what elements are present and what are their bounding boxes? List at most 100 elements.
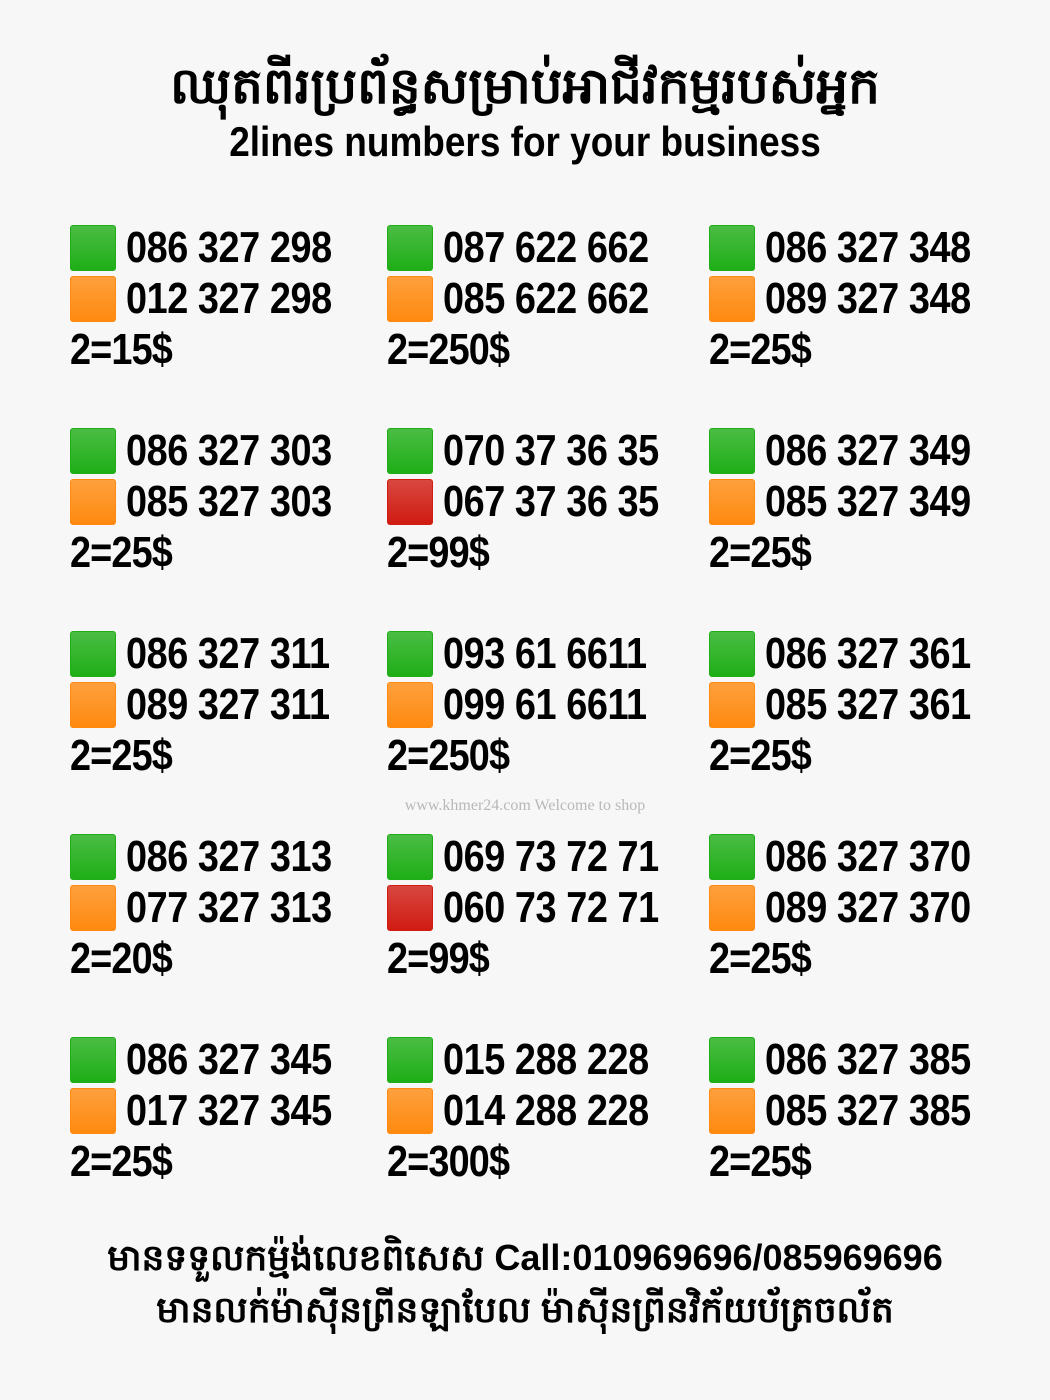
orange-square-icon bbox=[709, 275, 755, 322]
price: 2=25$ bbox=[709, 934, 812, 983]
phone-number: 014 288 228 bbox=[443, 1085, 649, 1135]
number-line: 085 327 361 bbox=[709, 679, 1029, 730]
number-line: 086 327 313 bbox=[70, 831, 390, 882]
green-square-icon bbox=[709, 630, 755, 677]
phone-number: 086 327 349 bbox=[765, 425, 971, 475]
title-khmer: ឈុតពីរប្រព័ន្ធសម្រាប់អាជីវកម្មរបស់អ្នក bbox=[170, 58, 880, 114]
phone-number: 085 327 361 bbox=[765, 679, 971, 729]
green-square-icon bbox=[709, 427, 755, 474]
green-square-icon bbox=[709, 833, 755, 880]
phone-number: 086 327 370 bbox=[765, 831, 971, 881]
phone-number: 085 327 303 bbox=[126, 476, 332, 526]
phone-number: 086 327 303 bbox=[126, 425, 332, 475]
number-line: 086 327 370 bbox=[709, 831, 1029, 882]
watermark: www.khmer24.com Welcome to shop bbox=[404, 797, 646, 814]
phone-number: 089 327 311 bbox=[126, 679, 330, 729]
orange-square-icon bbox=[70, 884, 116, 931]
green-square-icon bbox=[387, 1036, 433, 1083]
price: 2=25$ bbox=[70, 528, 173, 577]
phone-number: 070 37 36 35 bbox=[443, 425, 659, 475]
number-line: 086 327 303 bbox=[70, 425, 390, 476]
number-line: 086 327 348 bbox=[709, 222, 1029, 273]
green-square-icon bbox=[709, 224, 755, 271]
orange-square-icon bbox=[387, 275, 433, 322]
title-english: 2lines numbers for your business bbox=[229, 118, 821, 165]
phone-number: 060 73 72 71 bbox=[443, 882, 659, 932]
price: 2=25$ bbox=[709, 528, 812, 577]
number-line: 089 327 311 bbox=[70, 679, 390, 730]
phone-number: 099 61 6611 bbox=[443, 679, 647, 729]
green-square-icon bbox=[387, 630, 433, 677]
number-line: 099 61 6611 bbox=[387, 679, 707, 730]
footer: មានទទួលកម្ម៉ង់លេខពិសេស Call:010969696/08… bbox=[0, 1232, 1050, 1336]
number-line: 069 73 72 71 bbox=[387, 831, 707, 882]
phone-number: 087 622 662 bbox=[443, 222, 649, 272]
number-pair: 086 327 345 017 327 345 2=25$ bbox=[70, 1034, 390, 1187]
price: 2=300$ bbox=[387, 1137, 510, 1186]
orange-square-icon bbox=[709, 884, 755, 931]
phone-number: 077 327 313 bbox=[126, 882, 332, 932]
price: 2=20$ bbox=[70, 934, 173, 983]
price: 2=250$ bbox=[387, 731, 510, 780]
number-line: 085 622 662 bbox=[387, 273, 707, 324]
footer-line-2: មានលក់ម៉ាស៊ីនព្រីនឡាបែល ម៉ាស៊ីនព្រីនវិក័… bbox=[156, 1289, 894, 1330]
price: 2=25$ bbox=[70, 731, 173, 780]
number-line: 086 327 349 bbox=[709, 425, 1029, 476]
orange-square-icon bbox=[709, 1087, 755, 1134]
number-pair: 070 37 36 35 067 37 36 35 2=99$ bbox=[387, 425, 707, 578]
orange-square-icon bbox=[70, 681, 116, 728]
price: 2=99$ bbox=[387, 934, 490, 983]
number-line: 015 288 228 bbox=[387, 1034, 707, 1085]
phone-number: 085 327 385 bbox=[765, 1085, 971, 1135]
number-line: 089 327 370 bbox=[709, 882, 1029, 933]
price: 2=15$ bbox=[70, 325, 173, 374]
orange-square-icon bbox=[70, 275, 116, 322]
number-line: 067 37 36 35 bbox=[387, 476, 707, 527]
number-pair: 086 327 303 085 327 303 2=25$ bbox=[70, 425, 390, 578]
phone-number: 089 327 370 bbox=[765, 882, 971, 932]
phone-number: 086 327 361 bbox=[765, 628, 971, 678]
price: 2=99$ bbox=[387, 528, 490, 577]
number-line: 086 327 345 bbox=[70, 1034, 390, 1085]
green-square-icon bbox=[387, 224, 433, 271]
phone-number: 015 288 228 bbox=[443, 1034, 649, 1084]
green-square-icon bbox=[387, 833, 433, 880]
price: 2=25$ bbox=[70, 1137, 173, 1186]
number-pair: 086 327 348 089 327 348 2=25$ bbox=[709, 222, 1029, 375]
number-pair: 086 327 349 085 327 349 2=25$ bbox=[709, 425, 1029, 578]
number-line: 060 73 72 71 bbox=[387, 882, 707, 933]
price: 2=250$ bbox=[387, 325, 510, 374]
phone-number: 086 327 345 bbox=[126, 1034, 332, 1084]
number-pair: 069 73 72 71 060 73 72 71 2=99$ bbox=[387, 831, 707, 984]
number-line: 086 327 298 bbox=[70, 222, 390, 273]
number-pair: 093 61 6611 099 61 6611 2=250$ bbox=[387, 628, 707, 781]
phone-number: 086 327 311 bbox=[126, 628, 330, 678]
number-line: 085 327 349 bbox=[709, 476, 1029, 527]
number-line: 087 622 662 bbox=[387, 222, 707, 273]
phone-number: 089 327 348 bbox=[765, 273, 971, 323]
number-line: 077 327 313 bbox=[70, 882, 390, 933]
number-pair: 086 327 370 089 327 370 2=25$ bbox=[709, 831, 1029, 984]
number-pair: 087 622 662 085 622 662 2=250$ bbox=[387, 222, 707, 375]
green-square-icon bbox=[387, 427, 433, 474]
phone-number: 086 327 298 bbox=[126, 222, 332, 272]
green-square-icon bbox=[70, 224, 116, 271]
number-pair: 015 288 228 014 288 228 2=300$ bbox=[387, 1034, 707, 1187]
phone-number: 012 327 298 bbox=[126, 273, 332, 323]
price: 2=25$ bbox=[709, 1137, 812, 1186]
phone-number: 085 622 662 bbox=[443, 273, 649, 323]
phone-number: 085 327 349 bbox=[765, 476, 971, 526]
header: ឈុតពីរប្រព័ន្ធសម្រាប់អាជីវកម្មរបស់អ្នក 2… bbox=[0, 55, 1050, 167]
red-square-icon bbox=[387, 478, 433, 525]
number-line: 086 327 385 bbox=[709, 1034, 1029, 1085]
number-line: 093 61 6611 bbox=[387, 628, 707, 679]
price: 2=25$ bbox=[709, 325, 812, 374]
green-square-icon bbox=[70, 630, 116, 677]
green-square-icon bbox=[70, 1036, 116, 1083]
orange-square-icon bbox=[709, 478, 755, 525]
orange-square-icon bbox=[70, 478, 116, 525]
green-square-icon bbox=[70, 427, 116, 474]
phone-number: 086 327 348 bbox=[765, 222, 971, 272]
phone-number: 017 327 345 bbox=[126, 1085, 332, 1135]
number-line: 086 327 311 bbox=[70, 628, 390, 679]
